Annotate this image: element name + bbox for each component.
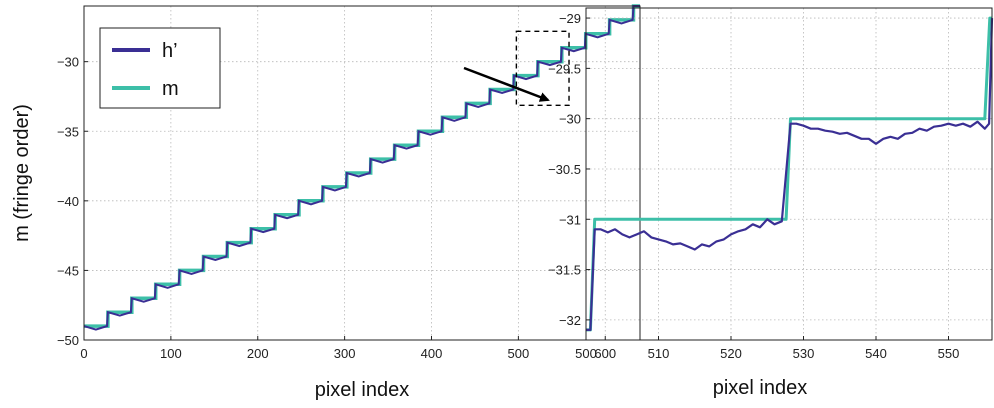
left-series xyxy=(83,4,640,331)
left-x-tick-label: 100 xyxy=(160,346,182,361)
left-y-tick-label: −30 xyxy=(57,55,79,70)
left-y-tick-label: −50 xyxy=(57,333,79,348)
right-series xyxy=(586,16,994,332)
right-x-tick-label: 510 xyxy=(648,346,670,361)
right-y-tick-label: −29.5 xyxy=(548,61,581,76)
right-y-tick-label: −30 xyxy=(559,112,581,127)
zoom-region-box xyxy=(515,30,570,106)
right-y-tick-label: −30.5 xyxy=(548,162,581,177)
right-ticks: 500 510 520 530 540 550 −32 −31.5 −31 −30.5 −30 −29… xyxy=(548,11,959,361)
left-series-h-prime-line xyxy=(83,5,640,331)
zoom-arrow xyxy=(463,66,550,102)
right-y-tick-label: −32 xyxy=(559,313,581,328)
right-chart: 500 510 520 530 540 550 −32 −31.5 −31 −30.5 −30 −29… xyxy=(548,7,994,399)
left-x-tick-label: 200 xyxy=(247,346,269,361)
right-x-tick-label: 540 xyxy=(865,346,887,361)
legend-label-h-prime: h’ xyxy=(162,40,178,62)
left-y-tick-label: −45 xyxy=(57,263,79,278)
legend-box xyxy=(99,27,221,109)
left-chart: 0 100 200 300 400 500 600−50−45−40−35−30 pixel… xyxy=(11,4,641,401)
right-series-h-prime-line xyxy=(586,18,994,331)
right-x-tick-label: 520 xyxy=(720,346,742,361)
right-y-tick-label: −31 xyxy=(559,212,581,227)
legend: h’ m xyxy=(99,27,221,109)
left-x-tick-label: 500 xyxy=(508,346,530,361)
left-x-tick-label: 0 xyxy=(80,346,87,361)
left-x-tick-label: 600 xyxy=(594,346,616,361)
left-x-tick-label: 400 xyxy=(421,346,443,361)
left-x-axis-label: pixel index xyxy=(315,379,410,401)
right-series-m-line xyxy=(586,16,992,332)
right-x-axis-label: pixel index xyxy=(713,377,808,399)
left-x-tick-label: 300 xyxy=(334,346,356,361)
legend-label-m: m xyxy=(162,78,179,100)
left-plot-frame xyxy=(83,5,641,341)
right-plot-frame xyxy=(585,7,993,341)
left-y-tick-label: −40 xyxy=(57,194,79,209)
left-y-axis-label: m (fringe order) xyxy=(11,104,33,242)
left-y-tick-label: −35 xyxy=(57,124,79,139)
right-y-tick-label: −31.5 xyxy=(548,263,581,278)
right-x-tick-label: 550 xyxy=(938,346,960,361)
right-x-tick-label: 500 xyxy=(575,346,597,361)
right-y-tick-label: −29 xyxy=(559,11,581,26)
left-ticks: 0 100 200 300 400 500 600−50−45−40−35−30 xyxy=(57,55,616,361)
right-x-tick-label: 530 xyxy=(793,346,815,361)
